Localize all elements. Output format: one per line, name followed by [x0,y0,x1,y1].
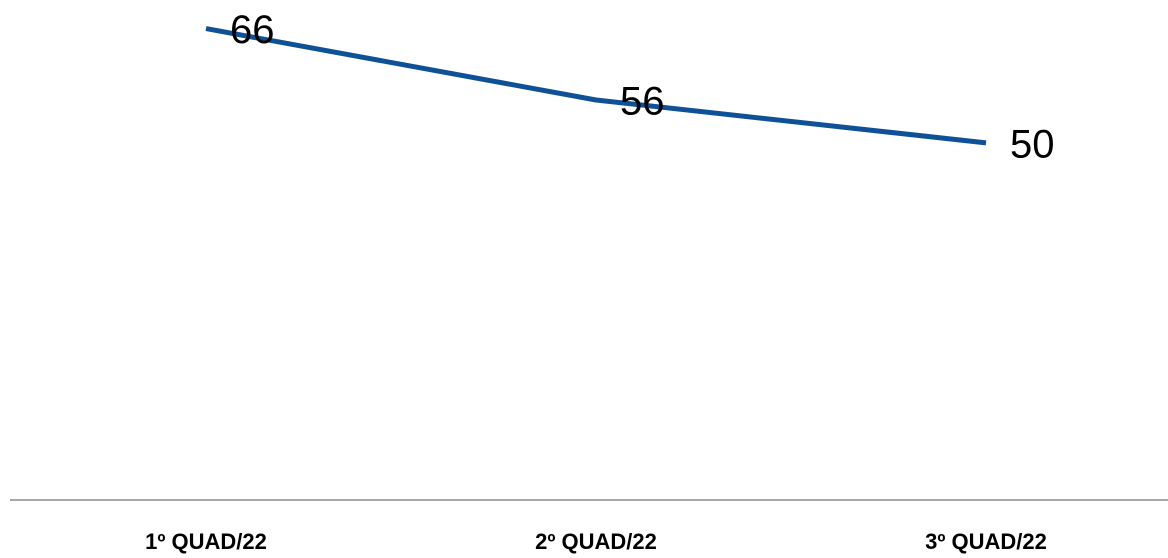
x-tick-label: 2º QUAD/22 [535,529,657,554]
data-label: 66 [230,8,275,52]
data-label: 56 [620,80,665,124]
data-label: 50 [1010,122,1055,166]
x-tick-label: 3º QUAD/22 [925,529,1047,554]
x-tick-label: 1º QUAD/22 [145,529,267,554]
data-line [205,26,987,146]
